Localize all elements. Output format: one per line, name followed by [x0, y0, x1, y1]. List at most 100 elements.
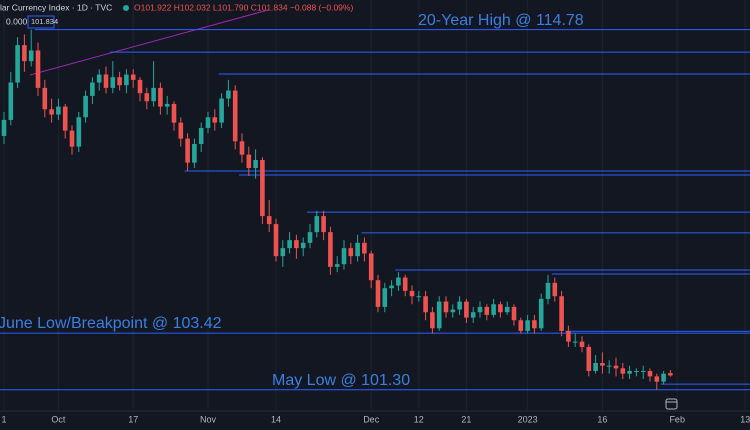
- candle-body: [668, 373, 673, 376]
- candle-body: [450, 309, 456, 313]
- candle-body: [464, 301, 469, 318]
- candle-body: [457, 301, 462, 310]
- x-tick-label: 1: [1, 414, 6, 424]
- symbol-label: lar Currency Index · 1D · TVC: [0, 2, 112, 12]
- candle-body: [355, 242, 360, 257]
- candle-body: [192, 143, 197, 163]
- candle-body: [579, 341, 585, 347]
- candle-body: [436, 301, 442, 329]
- price-box-label: 101.834: [31, 17, 58, 26]
- candle-body: [443, 301, 449, 313]
- candle-body: [341, 248, 347, 265]
- candle-body: [402, 277, 408, 291]
- candle-body: [219, 98, 224, 123]
- candle-body: [246, 154, 252, 169]
- candle-body: [96, 74, 102, 83]
- candle-body: [117, 77, 122, 86]
- ohlc-label: O101.922 H102.032 L101.790 C101.834 −0.0…: [134, 2, 353, 12]
- candle-body: [396, 277, 401, 286]
- candle-body: [314, 216, 320, 233]
- candle-body: [511, 306, 517, 321]
- candle-body: [389, 285, 394, 289]
- candle-body: [423, 296, 428, 313]
- candle-body: [484, 306, 490, 315]
- candle-body: [253, 159, 258, 169]
- candle-body: [566, 330, 571, 342]
- levels: [0, 29, 750, 391]
- candle-body: [654, 376, 660, 382]
- x-tick-label: 2023: [518, 414, 538, 424]
- candle-body: [83, 95, 88, 118]
- candle-body: [559, 296, 564, 331]
- candle-body: [430, 312, 435, 329]
- calendar-icon[interactable]: [665, 398, 678, 410]
- candle-body: [545, 282, 551, 299]
- x-tick-label: Nov: [200, 414, 217, 424]
- candle-body: [42, 87, 48, 110]
- candle-body: [613, 365, 619, 369]
- candle-body: [334, 264, 340, 267]
- candle-body: [280, 248, 286, 257]
- candle-body: [362, 242, 367, 254]
- candle-body: [368, 253, 374, 281]
- candle-body: [661, 373, 666, 382]
- candle-body: [266, 216, 272, 225]
- annotation: May Low @ 101.30: [272, 372, 410, 389]
- x-axis-labels: 1 Oct 17 Nov 14 Dec 12 21 2023 16 Feb 13: [1, 414, 750, 424]
- candle-body: [593, 362, 598, 372]
- candle-body: [491, 304, 496, 315]
- candle-body: [518, 320, 524, 331]
- grid: [3, 0, 746, 410]
- candle-body: [62, 106, 68, 131]
- candle-body: [504, 306, 510, 313]
- candle-body: [130, 74, 136, 80]
- candle-body: [164, 103, 170, 107]
- candle-body: [552, 282, 558, 297]
- candle-body: [586, 346, 592, 372]
- candle-body: [124, 74, 129, 86]
- candle-body: [287, 240, 292, 249]
- candle-body: [470, 312, 476, 318]
- x-tick-label: 12: [414, 414, 424, 424]
- candle-body: [606, 365, 612, 367]
- candle-body: [212, 117, 218, 123]
- candle-body: [158, 87, 163, 107]
- price-box: [27, 15, 55, 29]
- candle-body: [49, 109, 54, 115]
- candle-body: [178, 122, 184, 139]
- candle-body: [205, 117, 211, 128]
- candle-body: [538, 298, 544, 329]
- x-tick-label: 14: [271, 414, 281, 424]
- candle-body: [151, 87, 156, 102]
- candles: [1, 29, 673, 390]
- candle-body: [171, 103, 177, 123]
- candle-body: [348, 248, 354, 257]
- candle-body: [69, 130, 75, 147]
- candle-body: [239, 141, 245, 155]
- x-tick-label: 16: [597, 414, 607, 424]
- calendar-icon-frame[interactable]: [665, 398, 678, 410]
- x-tick-label: 21: [461, 414, 471, 424]
- annotation: June Low/Breakpoint @ 103.42: [0, 315, 222, 332]
- candle-body: [627, 371, 632, 374]
- candle-body: [103, 74, 109, 88]
- x-tick-label: 13: [740, 414, 750, 424]
- candle-body: [185, 138, 190, 163]
- candle-body: [647, 371, 653, 377]
- candle-body: [382, 288, 388, 307]
- candle-body: [76, 117, 82, 147]
- x-tick-label: Dec: [363, 414, 380, 424]
- candle-body: [477, 306, 483, 313]
- candle-body: [8, 82, 14, 120]
- candle-body: [90, 82, 95, 96]
- candle-body: [321, 216, 326, 233]
- candle-body: [634, 371, 639, 373]
- annotation: 20-Year High @ 114.78: [418, 12, 584, 29]
- trend-line: [29, 9, 269, 76]
- candle-body: [28, 50, 34, 62]
- candle-body: [226, 90, 231, 99]
- candle-body: [525, 320, 530, 331]
- x-tick-label: Feb: [669, 414, 685, 424]
- candle-body: [532, 320, 537, 329]
